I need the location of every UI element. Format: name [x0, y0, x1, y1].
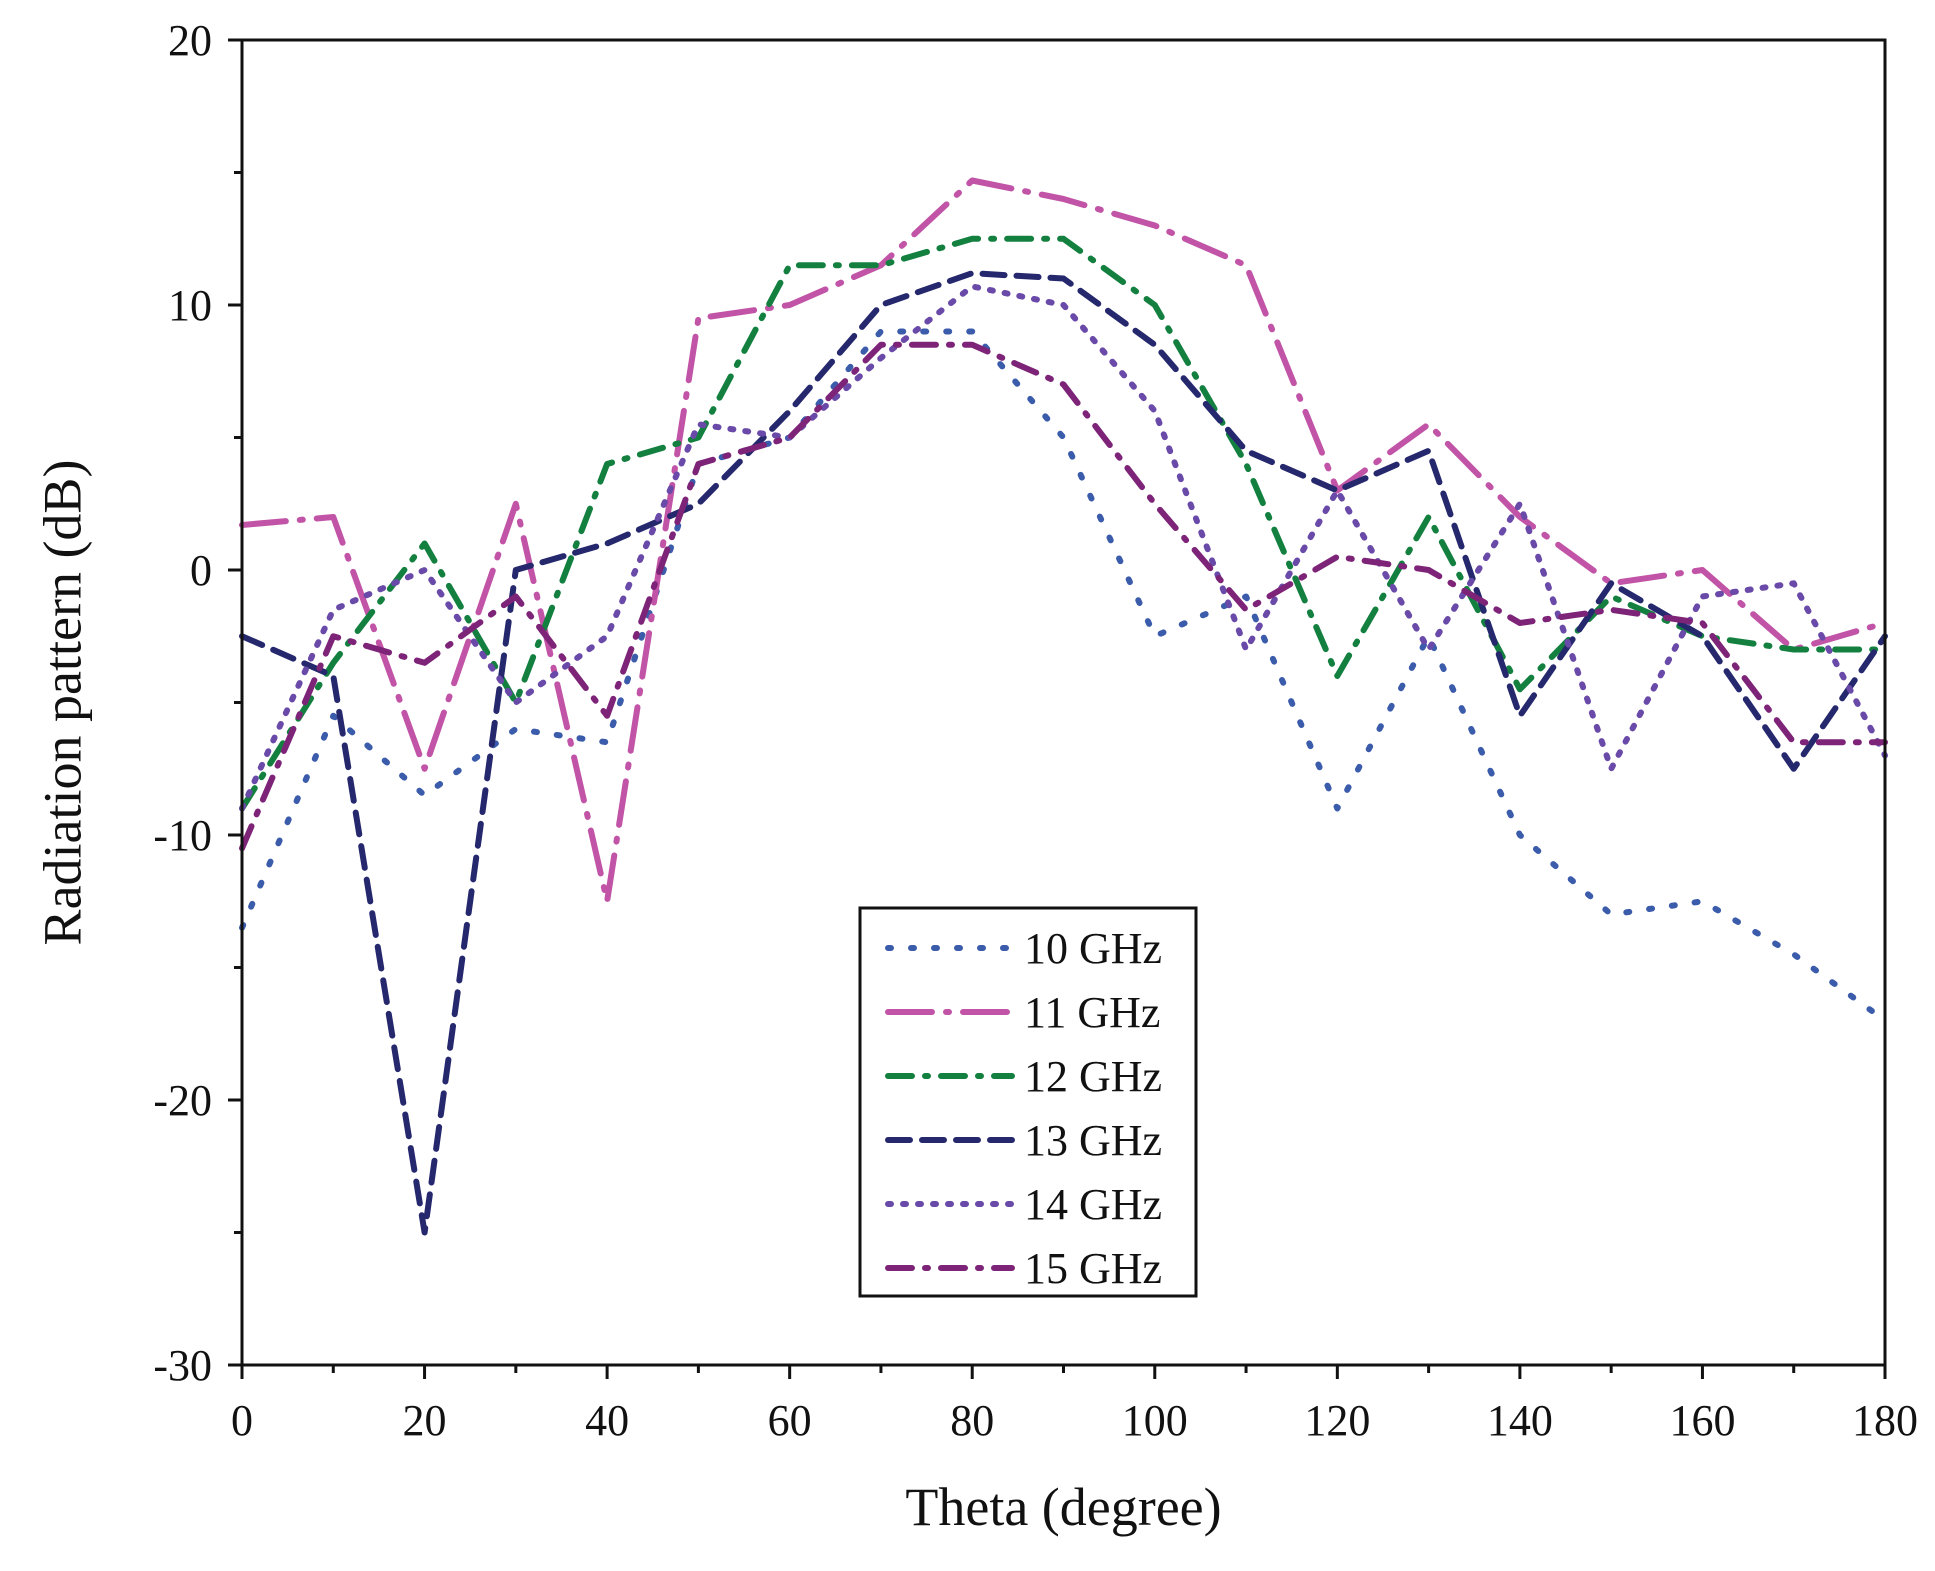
y-tick-label: -20 [153, 1076, 212, 1125]
x-tick-label: 180 [1852, 1396, 1918, 1445]
x-tick-label: 100 [1122, 1396, 1188, 1445]
legend: 10 GHz 11 GHz 12 GHz 13 GHz 14 GHz 15 GHz [858, 906, 1198, 1298]
x-tick-label: 160 [1669, 1396, 1735, 1445]
x-tick-label: 40 [585, 1396, 629, 1445]
y-tick-label: 10 [168, 281, 212, 330]
legend-label-2: 11 GHz [1024, 988, 1160, 1037]
y-axis-title: Radiation pattern (dB) [32, 460, 92, 946]
legend-label-1: 10 GHz [1024, 924, 1162, 973]
legend-label-6: 15 GHz [1024, 1244, 1162, 1293]
legend-label-3: 12 GHz [1024, 1052, 1162, 1101]
series-line-4 [239, 270, 1888, 1236]
series-line-5 [239, 283, 1888, 812]
x-tick-label: 120 [1304, 1396, 1370, 1445]
x-tick-label: 20 [403, 1396, 447, 1445]
series-line-3 [239, 235, 1888, 812]
x-tick-label: 0 [231, 1396, 253, 1445]
series-line-2 [239, 177, 1888, 905]
x-tick-label: 80 [950, 1396, 994, 1445]
series-line-1 [239, 328, 1888, 1024]
series-line-6 [239, 341, 1888, 852]
axis-ticks: 0 20 40 60 80 100 120 140 160 180 -30 -20 -10 0 10 20 [153, 16, 1918, 1445]
y-tick-label: 20 [168, 16, 212, 65]
x-axis-title: Theta (degree) [905, 1477, 1221, 1537]
y-tick-label: 0 [190, 546, 212, 595]
series-layer [239, 177, 1888, 1236]
y-tick-label: -30 [153, 1341, 212, 1390]
x-tick-label: 60 [768, 1396, 812, 1445]
legend-box [858, 906, 1198, 1298]
x-tick-label: 140 [1487, 1396, 1553, 1445]
legend-label-4: 13 GHz [1024, 1116, 1162, 1165]
legend-label-5: 14 GHz [1024, 1180, 1162, 1229]
y-tick-label: -10 [153, 811, 212, 860]
